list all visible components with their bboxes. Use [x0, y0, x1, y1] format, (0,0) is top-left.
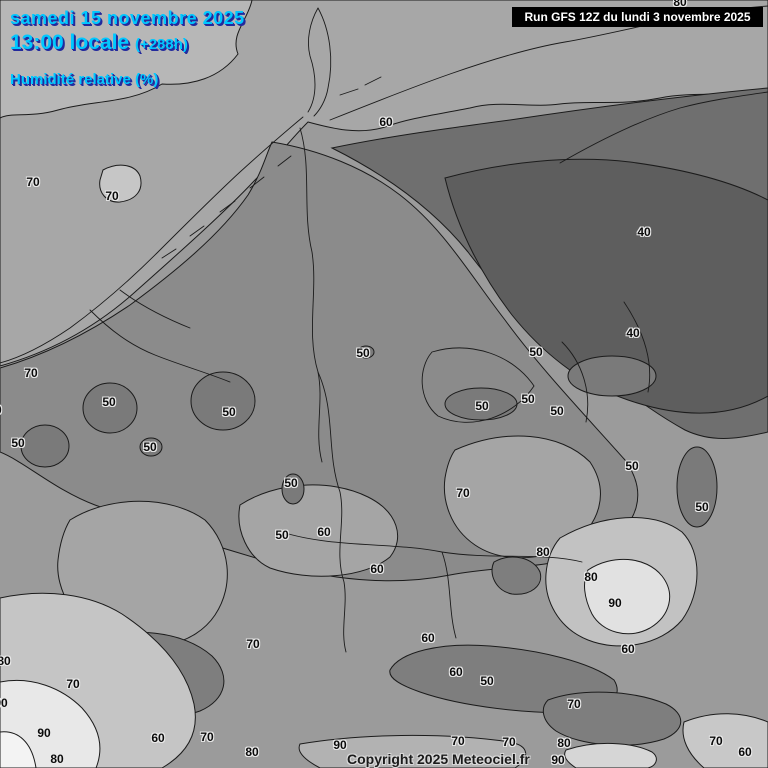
contour-label: 80 — [536, 545, 550, 559]
contour-label: 50 — [356, 346, 370, 360]
contour-label: 80 — [245, 745, 259, 759]
contour-label: 90 — [608, 596, 622, 610]
variable-label: Humidité relative (%) — [10, 70, 159, 88]
contour-label: 60 — [449, 665, 463, 679]
map-header: samedi 15 novembre 2025 13:00 locale (+2… — [10, 8, 245, 88]
uk-landmass — [0, 0, 253, 119]
contour-label: 80 — [673, 0, 687, 9]
contour-label: 70 — [0, 403, 2, 417]
contour-label: 50 — [102, 395, 116, 409]
contour-label: 60 — [370, 562, 384, 576]
band-90-southeast — [584, 558, 671, 635]
contour-label: 50 — [529, 345, 543, 359]
light-islet — [99, 164, 142, 203]
contour-label: 90 — [333, 738, 347, 752]
contour-label: 70 — [26, 175, 40, 189]
band-95-corner — [0, 731, 37, 768]
forecast-offset: (+288h) — [134, 35, 188, 53]
contour-label: 60 — [421, 631, 435, 645]
contour-label: 50 — [625, 459, 639, 473]
run-info-text: Run GFS 12Z du lundi 3 novembre 2025 — [524, 10, 751, 24]
contour-label: 70 — [24, 366, 38, 380]
contour-label: 70 — [451, 734, 465, 748]
contour-label: 50 — [275, 528, 289, 542]
band-50-60-south-patches — [86, 556, 682, 746]
contour-label: 50 — [480, 674, 494, 688]
run-info-box: Run GFS 12Z du lundi 3 novembre 2025 — [512, 7, 763, 27]
band-70-80-southeast — [443, 435, 601, 559]
contour-label: 40 — [626, 326, 640, 340]
contour-label: 90 — [37, 726, 51, 740]
contour-label: 60 — [738, 745, 752, 759]
contour-label: 70 — [502, 735, 516, 749]
contour-label: 70 — [709, 734, 723, 748]
forecast-time: 13:00 locale (+288h) — [10, 31, 245, 55]
band-50-cores — [20, 345, 718, 528]
contour-label: 70 — [567, 697, 581, 711]
contour-label: 70 — [200, 730, 214, 744]
contour-label: 80 — [0, 654, 11, 668]
contour-label: 40 — [637, 225, 651, 239]
contour-label: 60 — [317, 525, 331, 539]
forecast-date: samedi 15 novembre 2025 — [10, 8, 245, 28]
band-below-40-core — [444, 158, 768, 414]
forecast-time-text: 13:00 locale — [10, 30, 130, 54]
contour-label: 60 — [621, 642, 635, 656]
contour-label: 50 — [695, 500, 709, 514]
contour-label: 60 — [379, 115, 393, 129]
copyright-text: Copyright 2025 Meteociel.fr — [347, 751, 530, 767]
contour-label: 60 — [151, 731, 165, 745]
contour-label: 50 — [284, 476, 298, 490]
contour-label: 90 — [0, 696, 8, 710]
contour-label: 90 — [551, 753, 565, 767]
contour-label: 80 — [50, 752, 64, 766]
band-80-bottom-center — [564, 743, 657, 768]
band-70-80-bottom-strip — [298, 734, 527, 768]
contour-label: 70 — [456, 486, 470, 500]
band-70-80-sea — [0, 0, 768, 367]
band-70-80-alps — [238, 484, 399, 577]
contour-label: 50 — [11, 436, 25, 450]
coastlines-and-borders — [0, 5, 768, 653]
contour-label: 80 — [584, 570, 598, 584]
contour-label: 70 — [66, 677, 80, 691]
contour-label: 50 — [550, 404, 564, 418]
contour-label: 70 — [246, 637, 260, 651]
contour-label: 50 — [521, 392, 535, 406]
contour-label: 50 — [222, 405, 236, 419]
contour-label: 50 — [143, 440, 157, 454]
contour-label: 50 — [475, 399, 489, 413]
contour-label: 70 — [105, 189, 119, 203]
contour-label: 80 — [557, 736, 571, 750]
band-80-corner-southeast — [682, 713, 768, 768]
